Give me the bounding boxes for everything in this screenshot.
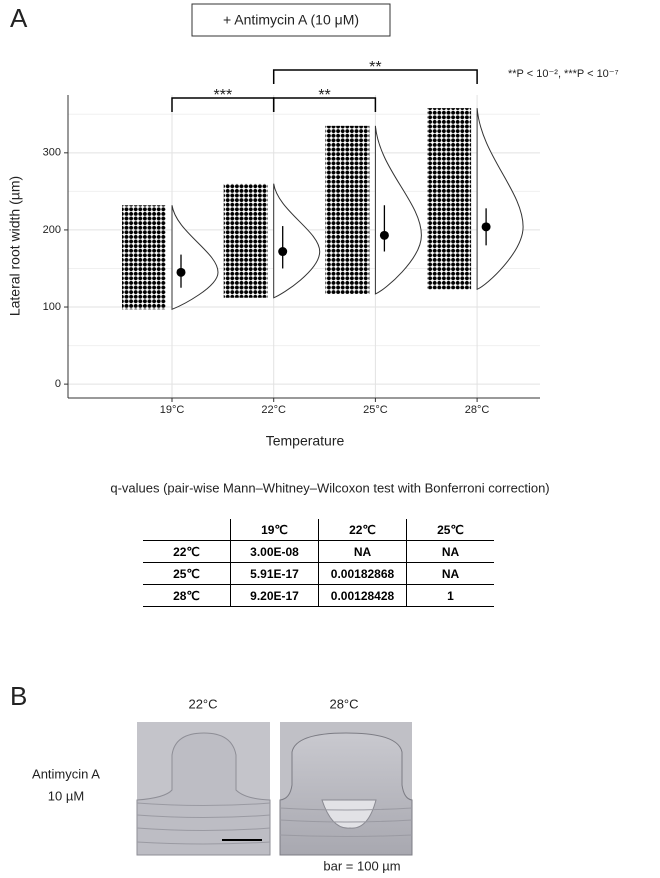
x-tick-label: 28°C — [465, 404, 490, 416]
panel-label: A — [10, 3, 28, 33]
table-caption: q-values (pair-wise Mann–Whitney–Wilcoxo… — [110, 480, 549, 495]
center-point — [278, 247, 288, 257]
table-cell: 25℃ — [143, 562, 231, 585]
y-tick-label: 100 — [43, 301, 61, 313]
y-axis-label: Lateral root width (µm) — [7, 176, 23, 316]
row-label: Antimycin A — [32, 766, 100, 781]
table-row: 22℃ 3.00E-08 NA NA — [143, 540, 494, 563]
column-label: 22°C — [188, 696, 217, 711]
condition: + Antimycin A (10 μM) — [223, 12, 359, 28]
x-tick-label: 19°C — [160, 404, 185, 416]
dot-cloud — [427, 108, 472, 290]
half-violin — [476, 108, 524, 291]
dot-cloud — [325, 125, 370, 294]
table-cell: 5.91E-17 — [230, 562, 319, 585]
q-value-table: 19℃ 22℃ 25℃ 22℃ 3.00E-08 NA NA 25℃ 5.91E-17 0.001… — [143, 519, 494, 607]
table-cell: 0.00182868 — [318, 562, 407, 585]
center-point — [176, 267, 186, 277]
table-row: 25℃ 5.91E-17 0.00182868 NA — [143, 562, 494, 585]
y-tick-label: 200 — [43, 224, 61, 236]
table-cell: NA — [406, 562, 494, 585]
table-cell — [143, 519, 231, 541]
center-point — [481, 222, 491, 232]
significance-bracket — [272, 69, 478, 84]
dot-cloud — [122, 205, 166, 310]
x-axis-label: Temperature — [266, 433, 345, 449]
half-violin — [273, 183, 321, 299]
column-label: 28°C — [329, 696, 358, 711]
center-point — [379, 230, 389, 240]
x-tick-label: 25°C — [363, 404, 388, 416]
row-label: 10 µM — [48, 788, 84, 803]
half-violin — [374, 125, 422, 295]
dot-cloud — [223, 183, 268, 298]
x-tick-label: 22°C — [261, 404, 286, 416]
table-row: 28℃ 9.20E-17 0.00128428 1 — [143, 584, 494, 607]
table-cell: 19℃ — [230, 519, 319, 541]
panel-label: B — [10, 681, 27, 711]
table-cell: 28℃ — [143, 584, 231, 607]
table-cell: 22℃ — [318, 519, 407, 541]
significance-stars: *** — [214, 87, 233, 104]
table-cell: 22℃ — [143, 540, 231, 563]
significance-bracket — [272, 97, 377, 112]
table-cell: NA — [318, 540, 407, 563]
table-cell: 1 — [406, 584, 494, 607]
scale-note: bar = 100 µm — [323, 858, 400, 873]
plot: 0 100 200 300 19°C 22°C 25°C 28°C — [43, 95, 540, 416]
table-row: 19℃ 22℃ 25℃ — [143, 519, 494, 541]
significance-stars: ** — [369, 59, 381, 76]
table-cell: 0.00128428 — [318, 584, 407, 607]
half-violin — [171, 205, 219, 311]
significance-legend: **P < 10⁻², ***P < 10⁻⁷ — [508, 68, 619, 80]
micrograph — [279, 722, 413, 856]
table-cell: 25℃ — [406, 519, 494, 541]
micrograph — [136, 722, 271, 856]
y-tick-label: 300 — [43, 147, 61, 159]
table-cell: 3.00E-08 — [230, 540, 319, 563]
condition-box — [191, 3, 391, 37]
significance-stars: ** — [318, 87, 330, 104]
table-cell: NA — [406, 540, 494, 563]
y-tick-label: 0 — [55, 378, 61, 390]
table-cell: 9.20E-17 — [230, 584, 319, 607]
